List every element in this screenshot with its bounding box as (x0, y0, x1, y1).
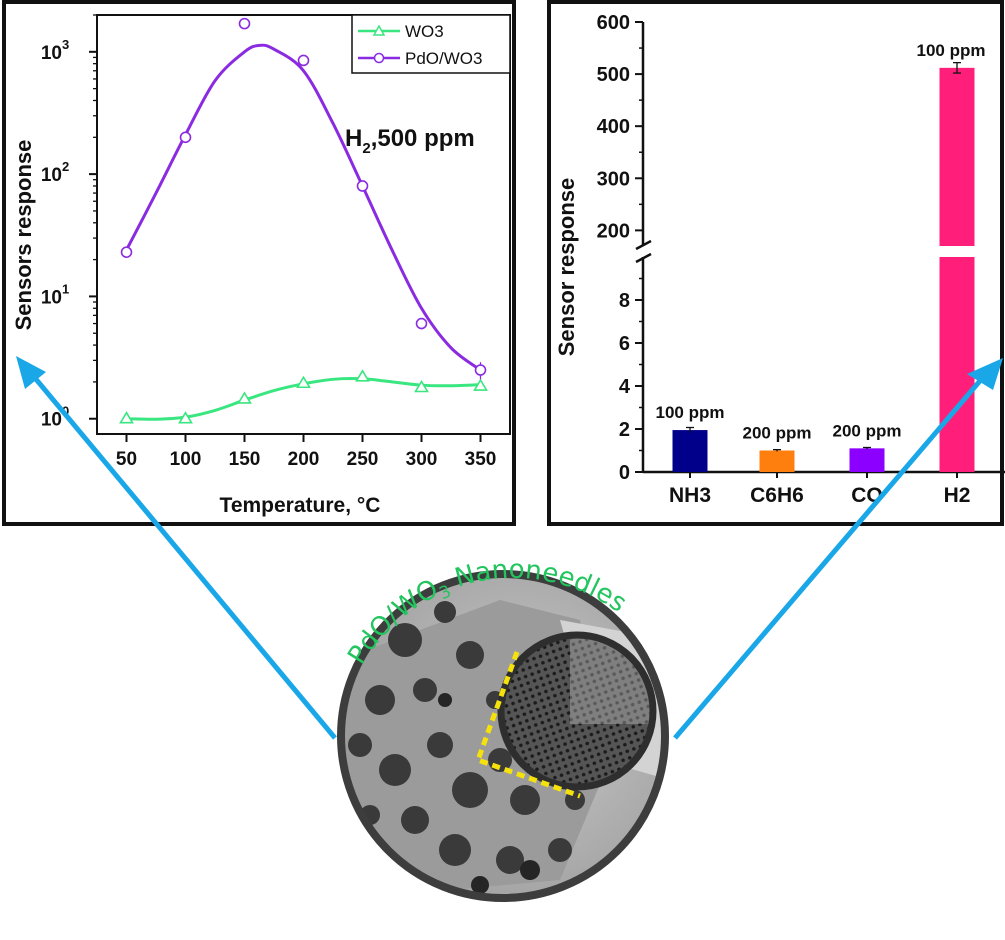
bar-co (849, 448, 885, 472)
y-tick-label: 101 (41, 281, 69, 308)
y-axis: 100101102103 (41, 14, 97, 431)
data-point-wo3 (355, 369, 370, 382)
x-tick-label: 350 (465, 449, 497, 470)
y-tick-label: 103 (41, 37, 69, 64)
data-point-pdo-wo3 (474, 364, 487, 376)
y-axis: 200 300 400 500 600 0 2 4 6 8 (597, 12, 643, 484)
x-tick-label: H2 (944, 484, 971, 507)
legend-marker-pdo-wo3 (373, 52, 385, 64)
bar-h2-lower (939, 257, 975, 472)
x-tick-label: 300 (406, 449, 438, 470)
data-point-wo3 (119, 411, 134, 424)
tem-outer-ring (337, 570, 669, 902)
x-axis: NH3 C6H6 CO H2 (669, 472, 970, 507)
bar-nh3 (672, 430, 708, 472)
legend-marker-wo3 (372, 24, 386, 36)
arrow-to-left-chart (28, 370, 337, 740)
y-tick-label: 500 (597, 64, 630, 86)
data-point-pdo-wo3 (179, 131, 192, 144)
right-panel-frame (547, 0, 1004, 526)
x-axis-title: Temperature, °C (220, 494, 381, 517)
tem-micrograph (337, 570, 669, 902)
x-axis: 50 100 150 200 250 300 350 (116, 434, 496, 470)
bar-c6h6 (759, 450, 795, 472)
legend-label-wo3: WO3 (405, 22, 444, 41)
bar-data-label: 100 ppm (656, 403, 725, 422)
arrow-to-right-chart (673, 373, 987, 740)
data-point-pdo-wo3 (297, 54, 310, 67)
bar-h2-upper (939, 67, 975, 246)
bar-data-label: 100 ppm (917, 41, 986, 60)
bar-data-label: 200 ppm (743, 424, 812, 443)
y-tick-label: 300 (597, 168, 630, 190)
x-tick-label: C6H6 (750, 484, 804, 507)
data-point-pdo-wo3 (356, 180, 369, 192)
x-tick-label: NH3 (669, 484, 711, 507)
x-tick-label: 200 (288, 449, 320, 470)
axis-break-mark (635, 252, 652, 264)
arrows (16, 356, 1003, 740)
x-tick-label: 150 (229, 449, 261, 470)
y-tick-label: 6 (619, 333, 630, 355)
data-point-wo3 (178, 411, 193, 424)
selectivity-bar-chart: 200 300 400 500 600 0 2 4 6 8 100 ppm 200 ppm 200 p… (554, 12, 1005, 507)
y-tick-label: 0 (619, 462, 630, 484)
zoom-region-outline (474, 651, 581, 799)
legend: WO3 PdO/WO3 (351, 14, 511, 74)
data-point-pdo-wo3 (238, 17, 251, 30)
bar-data-label: 200 ppm (833, 421, 902, 440)
data-point-pdo-wo3 (415, 317, 428, 330)
y-tick-label: 400 (597, 116, 630, 138)
y-tick-label: 102 (41, 159, 69, 186)
y-tick-label: 600 (597, 12, 630, 34)
left-panel-frame (2, 0, 516, 526)
axis-break-mark (635, 239, 652, 251)
y-tick-label: 4 (619, 376, 631, 398)
y-axis-title: Sensors response (11, 140, 36, 331)
y-tick-label: 8 (619, 290, 630, 312)
data-point-wo3 (237, 391, 252, 404)
x-tick-label: 250 (347, 449, 379, 470)
data-point-wo3 (296, 375, 311, 389)
x-tick-label: 100 (170, 449, 202, 470)
arrow-head-right-icon (967, 358, 1003, 390)
temperature-response-chart: 50 100 150 200 250 300 350 100 101 102 103 WO3 Pd… (11, 14, 511, 517)
gas-annotation: H2,500 ppm (345, 125, 475, 157)
data-point-pdo-wo3 (120, 246, 133, 258)
arrow-head-left-icon (16, 356, 46, 389)
y-tick-label: 200 (597, 220, 630, 242)
inset-ring (497, 631, 657, 791)
x-tick-label: 50 (116, 449, 137, 470)
y-axis-title: Sensor response (554, 178, 579, 357)
legend-label-pdo-wo3: PdO/WO3 (405, 49, 482, 68)
y-tick-label: 2 (619, 419, 630, 441)
data-point-wo3 (473, 378, 488, 391)
data-point-wo3 (414, 379, 429, 393)
